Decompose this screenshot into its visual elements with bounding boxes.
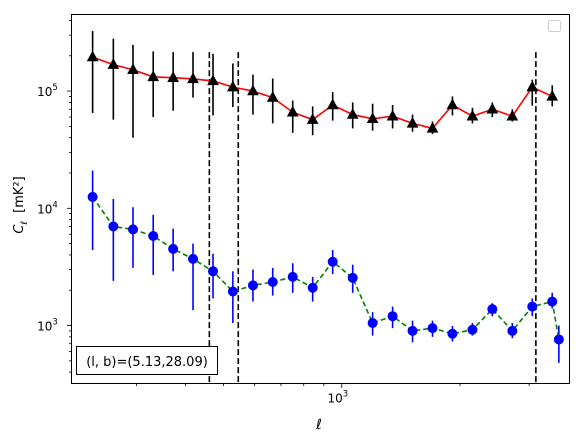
data-point-triangle [506,109,519,121]
data-point-circle [227,286,238,297]
data-point-circle [447,328,458,339]
data-point-circle [427,323,438,334]
data-point-circle [407,325,418,336]
data-point-triangle [306,113,319,124]
data-point-triangle [426,121,439,133]
plot-frame [71,14,570,384]
data-point-triangle [286,105,299,117]
data-point-circle [188,253,199,264]
data-point-triangle [466,109,479,121]
axes: 103 103 104 105 [37,20,530,406]
series-1 [86,31,559,138]
data-point-circle [287,271,298,282]
data-point-circle [387,311,398,322]
y-tick-label: 103 [37,317,58,333]
data-point-triangle [187,72,199,84]
data-point-triangle [386,109,399,121]
data-point-triangle [107,58,120,69]
data-point-circle [208,266,219,277]
legend-box [548,20,561,32]
svg-text:Cℓ[mK²]: Cℓ [mK²] [12,176,30,233]
data-point-triangle [167,71,179,82]
annotation-text: (l, b)=(5.13,28.09) [86,355,208,370]
data-point-triangle [247,84,259,96]
data-point-circle [267,277,278,288]
x-tick-label: 103 [327,390,348,406]
data-point-circle [553,334,564,345]
series-line [92,56,553,130]
data-series [86,31,564,363]
data-point-triangle [266,91,279,102]
data-point-circle [547,296,558,307]
data-point-circle [507,325,518,336]
data-point-circle [247,280,258,291]
y-axis-label-unit: [mK²] [12,176,27,213]
data-point-triangle [366,112,379,124]
data-point-triangle [486,102,499,114]
data-point-circle [307,282,318,293]
reference-lines [208,52,537,384]
data-point-circle [467,324,478,335]
annotation-box: (l, b)=(5.13,28.09) [76,346,218,375]
data-point-circle [367,318,378,329]
data-point-triangle [86,50,99,62]
y-axis-label-main: C [12,224,27,234]
data-point-triangle [406,116,419,128]
data-point-triangle [207,74,219,86]
data-point-circle [487,304,498,315]
data-point-circle [148,231,159,242]
data-point-circle [127,224,138,235]
legend [548,20,561,32]
series-2 [87,170,564,363]
data-point-triangle [546,89,559,101]
y-tick-label: 104 [37,200,58,216]
data-point-triangle [526,80,539,92]
data-point-triangle [346,108,359,119]
data-point-triangle [147,70,160,82]
data-point-circle [168,243,179,254]
data-point-circle [527,301,538,312]
y-axis-label: Cℓ [mK²] [12,176,30,233]
x-axis-label: ℓ [315,417,322,433]
data-point-circle [108,221,119,232]
series-line [91,196,560,340]
y-tick-label: 105 [37,83,58,99]
data-point-triangle [227,80,239,92]
data-point-triangle [127,63,139,74]
data-point-triangle [326,98,339,110]
data-point-triangle [446,98,459,110]
data-point-circle [327,256,338,267]
y-axis-label-subscript: ℓ [20,221,30,226]
data-point-circle [347,272,358,283]
data-point-circle [87,191,98,202]
